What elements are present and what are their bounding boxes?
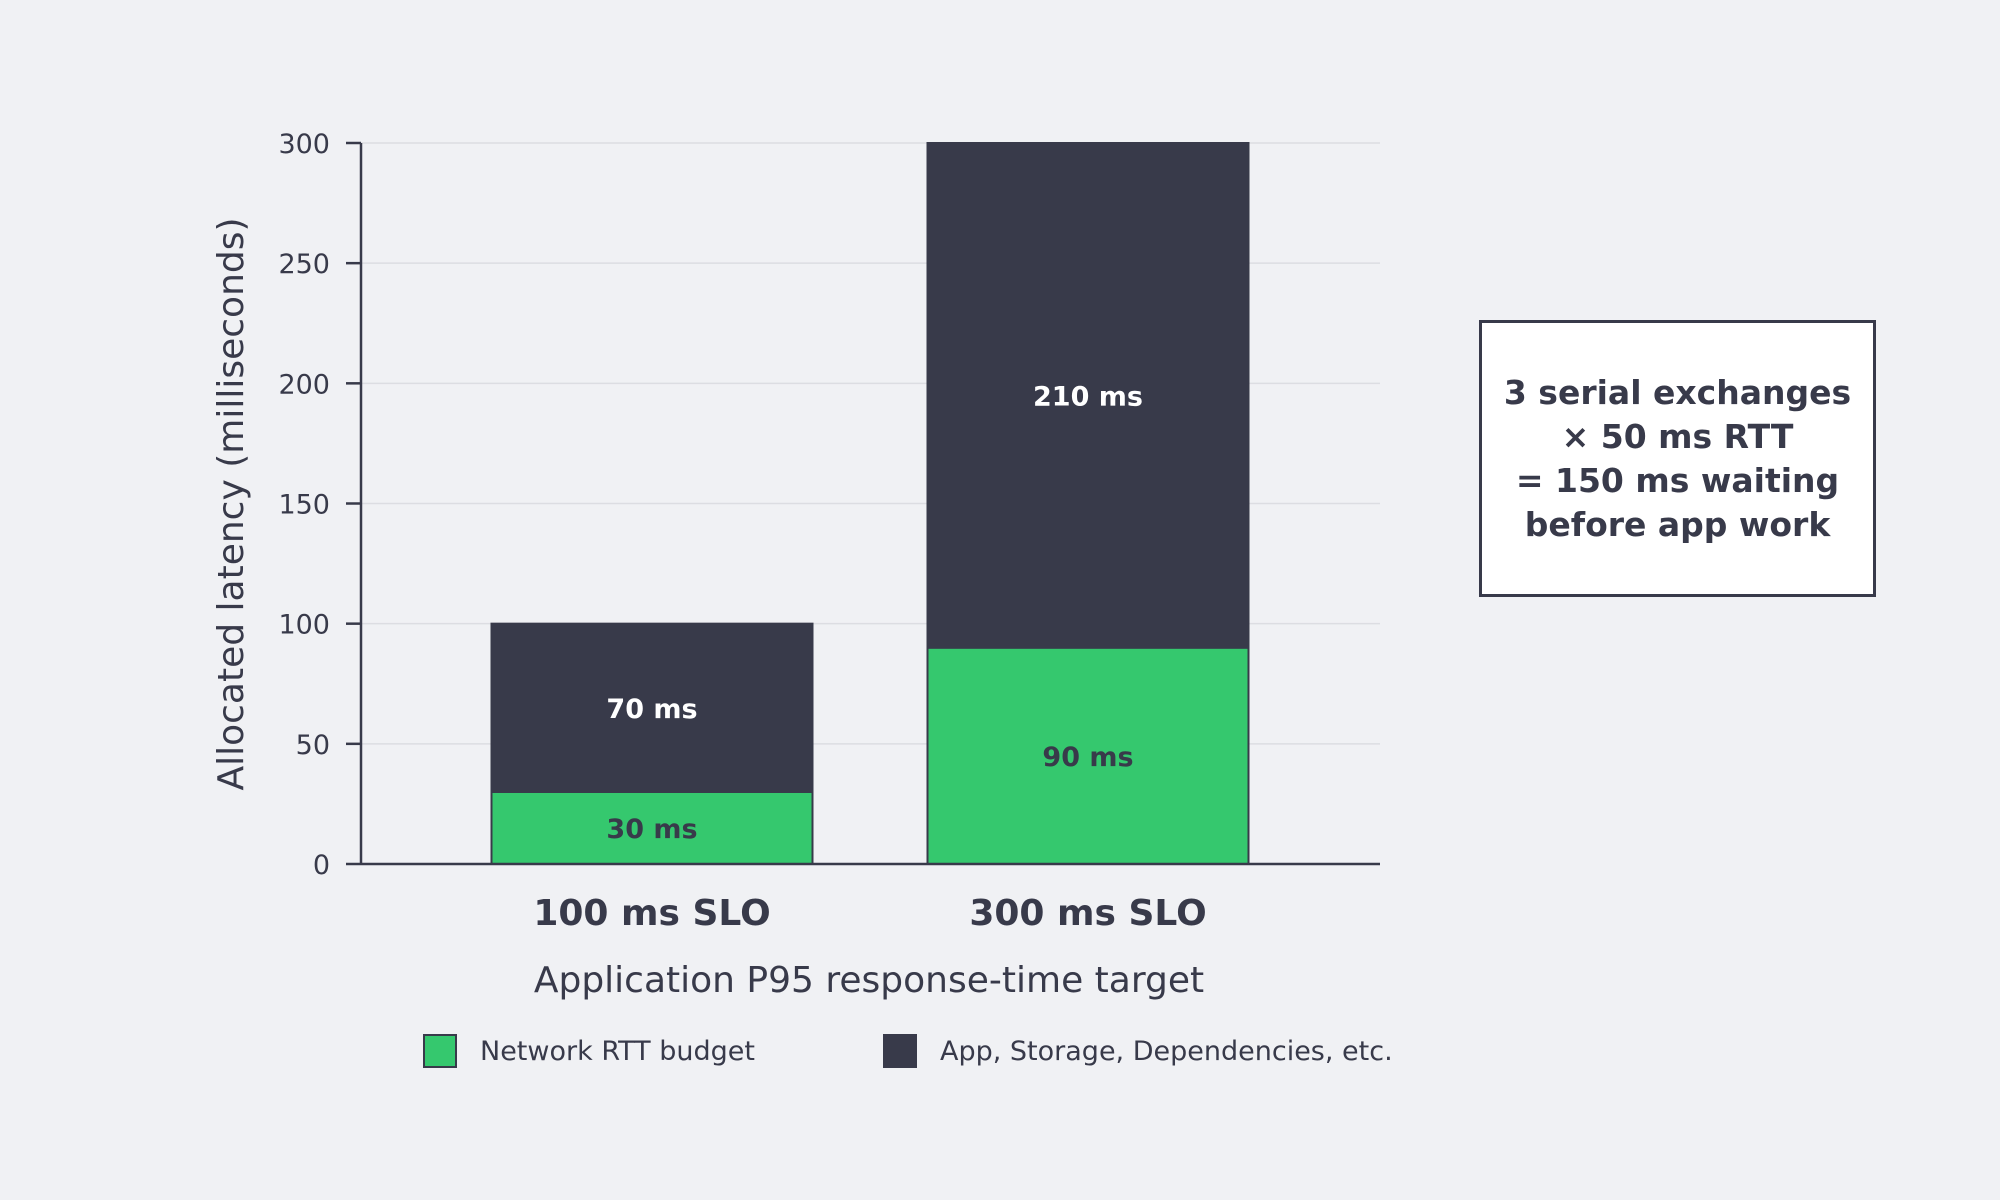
bar-segment xyxy=(490,622,814,793)
annotation-text: 3 serial exchanges × 50 ms RTT = 150 ms … xyxy=(1503,372,1852,544)
bar-segment xyxy=(926,142,1250,649)
legend-swatch xyxy=(883,1034,917,1068)
axes xyxy=(346,141,1380,866)
y-tick-label: 200 xyxy=(278,369,330,400)
y-tick-label: 100 xyxy=(278,610,330,641)
legend-label: Network RTT budget xyxy=(480,1036,755,1067)
data-label: 70 ms xyxy=(606,694,697,725)
bars xyxy=(490,142,1250,866)
y-tick-label: 0 xyxy=(313,850,330,881)
x-axis-title: Application P95 response-time target xyxy=(534,960,1204,1001)
y-tick-label: 50 xyxy=(296,730,330,761)
legend-label: App, Storage, Dependencies, etc. xyxy=(940,1036,1393,1067)
data-label: 210 ms xyxy=(1033,381,1143,412)
x-category-label: 100 ms SLO xyxy=(533,893,770,934)
legend-swatch xyxy=(423,1034,457,1068)
annotation-box: 3 serial exchanges × 50 ms RTT = 150 ms … xyxy=(1479,320,1876,597)
legend: Network RTT budget App, Storage, Dependen… xyxy=(423,1034,1393,1068)
x-category-label: 300 ms SLO xyxy=(969,893,1206,934)
y-axis-title: Allocated latency (milliseconds) xyxy=(211,217,252,790)
bar-segment xyxy=(926,646,1250,866)
data-label: 30 ms xyxy=(606,814,697,845)
data-label: 90 ms xyxy=(1042,742,1133,773)
y-tick-label: 250 xyxy=(278,249,330,280)
y-tick-label: 150 xyxy=(278,490,330,521)
labels: 0 50 100 150 200 250 300 30 ms 70 ms 100 ms SLO 90… xyxy=(278,129,1206,934)
y-tick-label: 300 xyxy=(278,129,330,160)
